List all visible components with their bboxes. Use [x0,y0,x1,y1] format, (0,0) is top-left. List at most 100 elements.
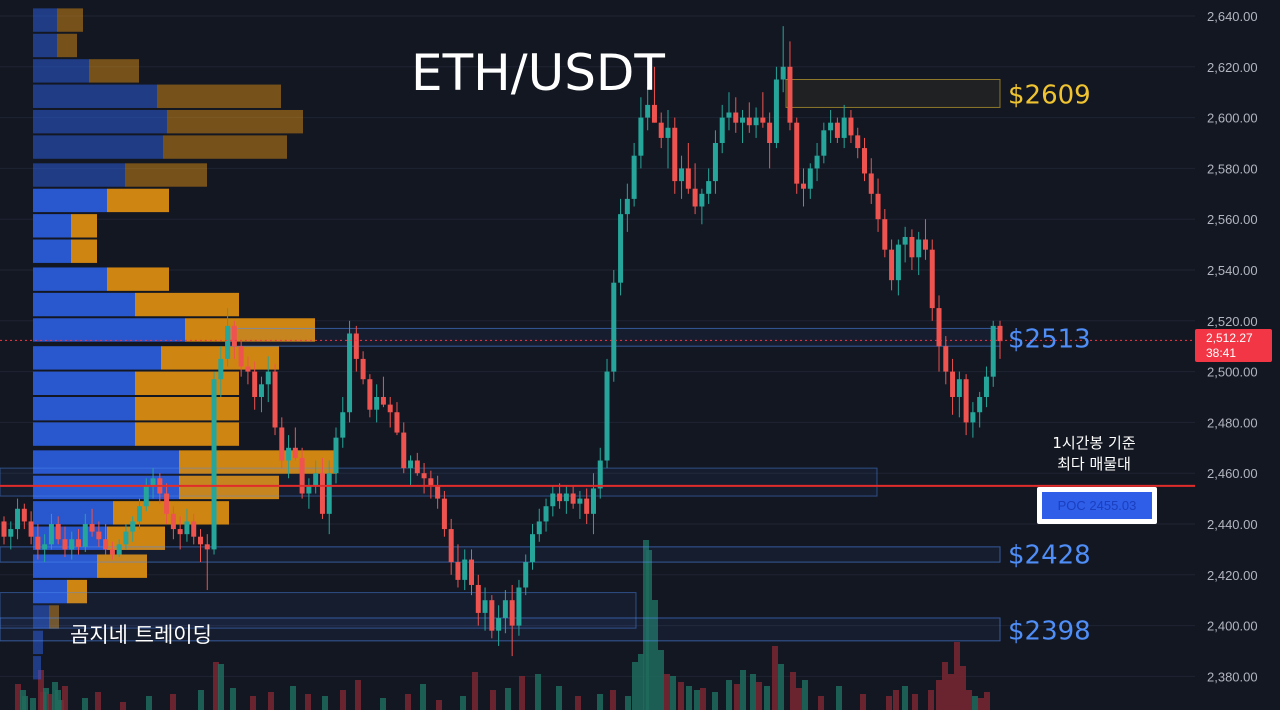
candle-body [502,600,508,618]
candle [177,516,183,550]
y-tick-label: 2,640.00 [1207,9,1258,24]
candle-body [624,198,630,215]
profile-buy-bar [33,239,71,263]
candle-body [868,173,874,194]
candle [726,92,732,131]
profile-buy-bar [33,33,57,58]
candle-body [333,437,339,474]
candle-body [875,193,881,220]
candle-body [604,371,610,461]
volume-bar [893,690,899,710]
candle-body [82,524,88,547]
volume-bar [519,676,525,710]
y-tick-label: 2,440.00 [1207,517,1258,532]
candle [922,219,928,260]
candle-body [42,544,48,550]
candle-body [8,529,14,537]
candle-body [848,117,854,136]
volume-bar [664,674,670,710]
candle [123,524,129,550]
candle [42,534,48,563]
candle-body [76,539,82,547]
candle [699,188,705,225]
volume-bar [38,670,44,710]
candle [638,97,644,169]
candle [794,117,800,194]
candle-body [645,104,651,118]
candle [116,539,122,558]
profile-sell-bar [125,163,207,187]
profile-buy-bar [33,656,41,680]
profile-buy-bar [33,475,179,500]
candle [82,513,88,552]
candle-body [855,135,861,149]
profile-sell-bar [107,526,165,550]
level-label: $2513 [1008,325,1091,355]
y-tick-label: 2,400.00 [1207,619,1258,634]
candle [997,320,1003,359]
candle-body [529,534,535,563]
annotation-line-1: 1시간봉 기준 [1052,434,1136,452]
candle-body [421,473,427,479]
candle-body [983,376,989,397]
y-tick-label: 2,540.00 [1207,263,1258,278]
candle-body [536,521,542,535]
volume-bar [15,684,21,710]
candle [414,452,420,476]
volume-bar [764,686,770,710]
candle [225,308,231,367]
poc-label: POC 2455.03 [1058,498,1137,513]
candle-body [238,346,244,367]
y-tick-label: 2,500.00 [1207,365,1258,380]
volume-bar [978,698,984,710]
profile-sell-bar [157,84,281,108]
candle-body [909,236,915,258]
volume-bar [678,682,684,710]
candle-body [96,531,102,540]
volume-bar [62,686,68,710]
volume-bar [472,672,478,710]
candle [597,447,603,499]
candle-body [380,397,386,405]
candle-body [367,379,373,410]
candle-body [590,488,596,514]
candle [333,427,339,484]
candle [868,158,874,204]
candle [231,320,237,359]
candle-body [841,117,847,138]
volume-bar [322,696,328,710]
volume-bar [120,702,126,710]
candle [970,402,976,438]
volume-bar [198,690,204,710]
candle-body [584,498,590,514]
candle [197,529,203,563]
candle-body [895,244,901,281]
candle [828,109,834,143]
candle [875,178,881,232]
candle-body [577,498,583,504]
candle-body [618,214,624,283]
candle-body [651,104,657,123]
candle [218,346,224,397]
profile-buy-bar [33,397,135,421]
candle-body [929,249,935,309]
candle-body [164,493,170,514]
volume-bar [250,696,256,710]
volume-bar [170,694,176,710]
candle [265,356,271,403]
candle [286,435,292,479]
candle-body [861,148,867,174]
candle [841,104,847,149]
candle [367,374,373,418]
volume-bar [790,672,796,710]
profile-buy-bar [33,554,97,578]
candle-body [828,122,834,131]
volume-bar [47,694,53,710]
candle-body [150,478,156,486]
candle [902,226,908,263]
profile-buy-bar [33,84,157,108]
candle [455,544,461,588]
profile-buy-bar [33,59,89,83]
candle [76,529,82,555]
candle [740,109,746,143]
